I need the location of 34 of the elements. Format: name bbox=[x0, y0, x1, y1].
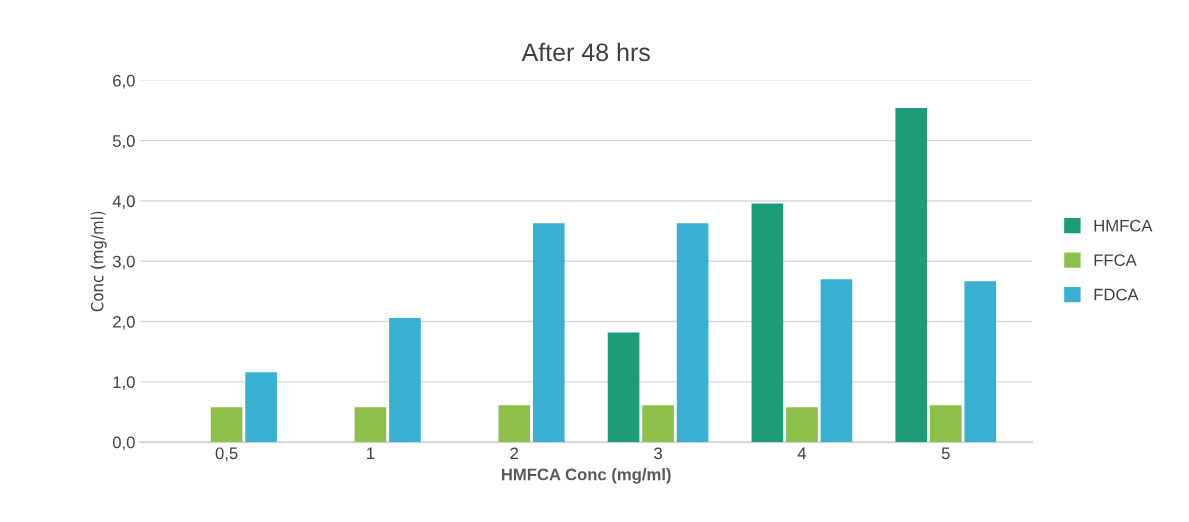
legend-label: HMFCA bbox=[1094, 219, 1153, 232]
bar bbox=[820, 279, 853, 443]
y-tick-label: 6,0 bbox=[113, 74, 135, 89]
y-tick-label: 2,0 bbox=[113, 315, 135, 330]
x-tick-label: 2 bbox=[510, 447, 519, 460]
y-tick-label: 0,0 bbox=[112, 436, 135, 451]
x-tick-label: 4 bbox=[797, 447, 807, 460]
x-tick-label: 1 bbox=[367, 447, 375, 460]
bar bbox=[532, 223, 565, 443]
y-tick-label: 3,0 bbox=[112, 255, 135, 270]
bar bbox=[676, 223, 709, 443]
x-tick-label: 5 bbox=[941, 447, 950, 460]
bar bbox=[895, 108, 928, 443]
bar bbox=[929, 405, 962, 443]
x-tick-label: 0,5 bbox=[215, 447, 238, 462]
y-tick-label: 4,0 bbox=[112, 195, 135, 210]
x-tick-label: 3 bbox=[654, 447, 662, 460]
y-axis-title: Conc (mg/ml) bbox=[90, 211, 107, 312]
chart-title: After 48 hrs bbox=[521, 42, 650, 62]
bar bbox=[354, 407, 387, 443]
bar bbox=[389, 317, 421, 443]
bar bbox=[751, 203, 784, 443]
y-tick-label: 1,0 bbox=[113, 376, 135, 391]
bar bbox=[786, 407, 818, 443]
bar bbox=[607, 332, 640, 443]
bar bbox=[245, 372, 277, 443]
x-axis-title: HMFCA Conc (mg/ml) bbox=[501, 468, 671, 484]
bar bbox=[964, 281, 997, 443]
legend-label: FFCA bbox=[1094, 254, 1137, 267]
legend-label: FDCA bbox=[1094, 288, 1139, 301]
y-tick-label: 5,0 bbox=[112, 135, 135, 149]
bar bbox=[210, 407, 243, 443]
bar bbox=[642, 405, 674, 443]
bar bbox=[498, 405, 531, 443]
